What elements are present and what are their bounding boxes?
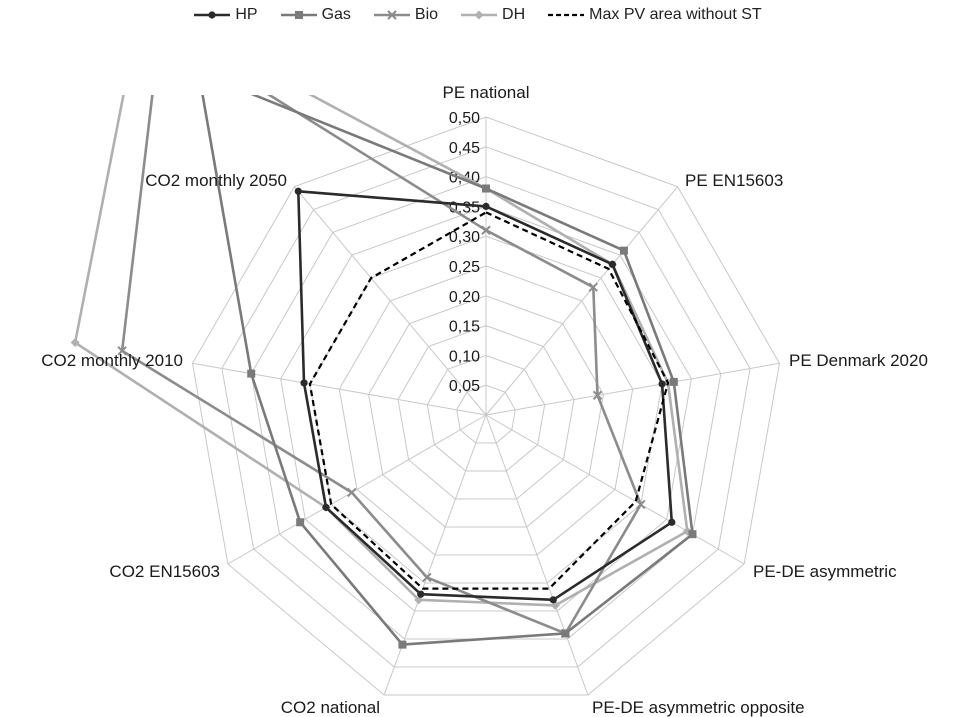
data-point xyxy=(588,282,598,292)
category-label: CO2 EN15603 xyxy=(109,562,220,581)
series-line xyxy=(73,95,689,607)
legend-swatch xyxy=(548,13,585,17)
legend-label: DH xyxy=(502,6,526,23)
category-label: PE Denmark 2020 xyxy=(789,351,928,370)
data-point xyxy=(294,11,303,19)
data-point xyxy=(300,379,308,387)
tick-label: 0,15 xyxy=(449,319,480,336)
grid-spoke xyxy=(485,414,589,696)
tick-label: 0,10 xyxy=(449,348,480,365)
data-point xyxy=(422,572,432,583)
data-point xyxy=(619,246,628,255)
data-point xyxy=(195,69,203,77)
tick-label: 0,35 xyxy=(449,199,480,216)
category-label: CO2 national xyxy=(281,698,380,717)
series-gas xyxy=(195,69,697,649)
data-point xyxy=(669,377,678,386)
data-point xyxy=(417,590,425,598)
data-point xyxy=(658,380,666,388)
grid-spoke xyxy=(485,414,745,565)
legend-item: HP xyxy=(193,6,258,24)
data-point xyxy=(387,10,397,20)
data-point xyxy=(474,10,484,20)
category-label: PE national xyxy=(443,83,530,102)
data-point xyxy=(322,503,330,511)
data-point xyxy=(481,225,491,235)
legend-label: Gas xyxy=(321,6,351,23)
tick-label: 0,45 xyxy=(449,140,480,157)
legend-swatch xyxy=(194,11,231,19)
tick-label: 0,05 xyxy=(449,378,480,395)
legend-label: HP xyxy=(235,6,258,23)
chart-legend: HP Gas Bio DH Max PV area without ST xyxy=(0,6,955,24)
category-label: PE EN15603 xyxy=(685,171,783,190)
category-label: CO2 monthly 2010 xyxy=(41,351,183,370)
legend-label: Bio xyxy=(414,6,439,23)
legend-item: DH xyxy=(460,6,525,24)
tick-label: 0,20 xyxy=(449,289,480,306)
series-line xyxy=(308,211,670,590)
legend-label: Max PV area without ST xyxy=(589,6,762,23)
series-dh xyxy=(70,0,692,610)
data-point xyxy=(482,202,490,210)
grid-ring xyxy=(280,205,692,612)
grid-ring xyxy=(368,295,604,528)
grid-ring xyxy=(191,116,781,696)
data-point xyxy=(294,187,302,195)
data-point xyxy=(208,11,216,19)
category-label: PE-DE asymmetric xyxy=(753,562,897,581)
data-point xyxy=(668,518,676,526)
data-point xyxy=(156,23,164,31)
series-line xyxy=(296,190,674,602)
legend-swatch xyxy=(461,10,498,20)
legend-swatch xyxy=(373,10,410,20)
data-point xyxy=(70,338,80,348)
grid-spoke xyxy=(192,362,487,416)
series-line xyxy=(120,95,643,635)
data-point xyxy=(561,629,570,638)
data-point xyxy=(296,518,305,527)
series-bio xyxy=(117,23,646,639)
grid-spoke xyxy=(485,186,678,416)
data-point xyxy=(636,499,646,510)
tick-label: 0,25 xyxy=(449,259,480,276)
data-point xyxy=(247,369,256,378)
grid-spoke xyxy=(294,186,487,416)
grid-ring xyxy=(221,146,751,668)
legend-item: Max PV area without ST xyxy=(547,6,762,24)
category-label: PE-DE asymmetric opposite xyxy=(592,698,805,717)
legend-item: Gas xyxy=(280,6,351,24)
grid-ring xyxy=(426,354,546,472)
data-point xyxy=(608,260,617,268)
tick-label: 0,30 xyxy=(449,229,480,246)
legend-swatch xyxy=(280,11,317,19)
data-point xyxy=(482,184,490,193)
data-point xyxy=(398,640,407,649)
data-point xyxy=(137,0,146,9)
data-point xyxy=(347,487,357,498)
legend-item: Bio xyxy=(373,6,438,24)
data-point xyxy=(592,390,603,401)
data-point xyxy=(117,346,127,356)
radial-tick-labels: 0,050,100,150,200,250,300,350,400,450,50 xyxy=(449,110,480,395)
grid-spoke xyxy=(227,414,487,565)
grid-ring xyxy=(338,265,634,556)
tick-label: 0,50 xyxy=(449,110,480,127)
category-label: CO2 monthly 2050 xyxy=(145,171,287,190)
series-max-pv-area-without-st xyxy=(308,211,670,590)
grid-ring xyxy=(456,384,516,444)
data-point xyxy=(549,596,557,604)
series-hp xyxy=(294,187,676,604)
radar-grid xyxy=(191,116,781,696)
category-labels: PE national PE EN15603 PE Denmark 2020 PE-D… xyxy=(41,83,928,717)
series-line xyxy=(201,95,694,646)
data-point xyxy=(688,530,697,539)
grid-spoke xyxy=(485,362,780,416)
grid-ring xyxy=(397,325,575,500)
